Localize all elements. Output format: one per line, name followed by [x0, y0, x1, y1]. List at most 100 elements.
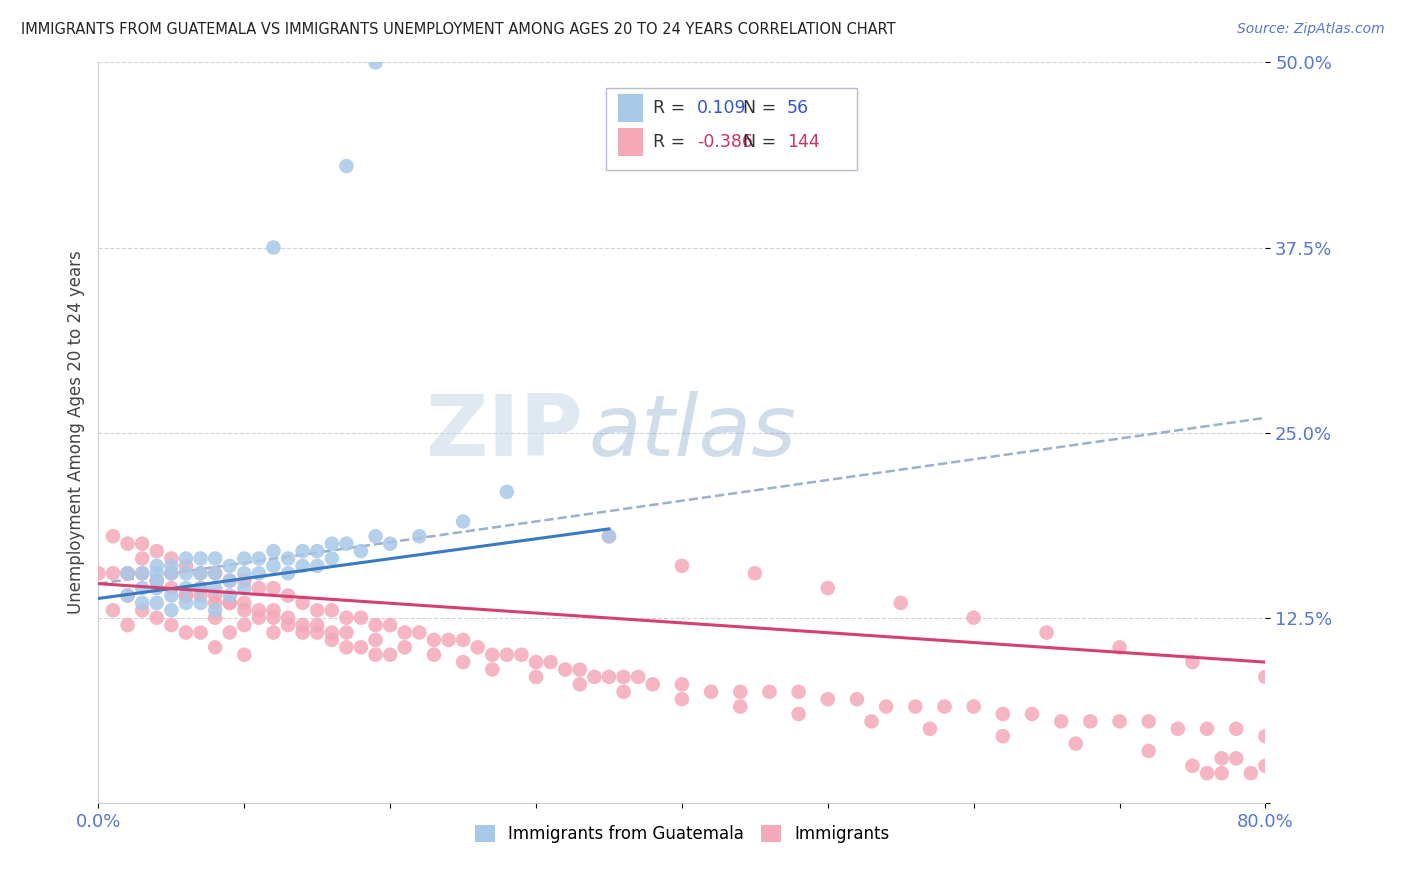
Point — [1195, 766, 1218, 780]
Point — [204, 566, 226, 581]
Point — [321, 632, 343, 647]
Point — [233, 648, 256, 662]
Point — [671, 558, 693, 573]
Point — [160, 566, 183, 581]
Point — [233, 596, 256, 610]
Point — [671, 677, 693, 691]
FancyBboxPatch shape — [617, 94, 644, 121]
Point — [1211, 766, 1233, 780]
Point — [380, 618, 402, 632]
Point — [247, 551, 270, 566]
Point — [247, 603, 270, 617]
Point — [262, 240, 284, 255]
Point — [583, 670, 606, 684]
Point — [101, 529, 124, 543]
Point — [408, 625, 430, 640]
Point — [87, 566, 110, 581]
Point — [117, 589, 139, 603]
Point — [846, 692, 869, 706]
Point — [117, 566, 139, 581]
Point — [160, 589, 183, 603]
Point — [218, 596, 240, 610]
Point — [451, 655, 474, 669]
Point — [962, 699, 984, 714]
Point — [101, 566, 124, 581]
Point — [233, 618, 256, 632]
Point — [174, 558, 197, 573]
Text: IMMIGRANTS FROM GUATEMALA VS IMMIGRANTS UNEMPLOYMENT AMONG AGES 20 TO 24 YEARS C: IMMIGRANTS FROM GUATEMALA VS IMMIGRANTS … — [21, 22, 896, 37]
Point — [467, 640, 489, 655]
Point — [744, 566, 766, 581]
Point — [204, 596, 226, 610]
Point — [380, 648, 402, 662]
FancyBboxPatch shape — [606, 88, 858, 169]
Point — [131, 566, 153, 581]
Point — [408, 529, 430, 543]
Point — [277, 610, 299, 624]
Point — [277, 551, 299, 566]
Point — [1195, 722, 1218, 736]
Text: -0.386: -0.386 — [697, 134, 754, 152]
Point — [146, 574, 169, 588]
Point — [262, 603, 284, 617]
Point — [174, 596, 197, 610]
Point — [307, 603, 329, 617]
Point — [247, 610, 270, 624]
Point — [540, 655, 562, 669]
Point — [160, 603, 183, 617]
Point — [875, 699, 897, 714]
Point — [117, 536, 139, 550]
Point — [524, 655, 547, 669]
Point — [277, 566, 299, 581]
Point — [335, 610, 357, 624]
Point — [174, 589, 197, 603]
Point — [146, 610, 169, 624]
Point — [568, 663, 591, 677]
Point — [1137, 714, 1160, 729]
Point — [568, 677, 591, 691]
Point — [174, 566, 197, 581]
Point — [174, 581, 197, 595]
Legend: Immigrants from Guatemala, Immigrants: Immigrants from Guatemala, Immigrants — [468, 819, 896, 850]
Point — [307, 625, 329, 640]
Point — [190, 566, 212, 581]
Point — [934, 699, 956, 714]
Text: 56: 56 — [787, 99, 808, 117]
Point — [218, 558, 240, 573]
Point — [1254, 670, 1277, 684]
Point — [335, 625, 357, 640]
Point — [350, 610, 373, 624]
Point — [190, 625, 212, 640]
Point — [700, 685, 723, 699]
Point — [627, 670, 650, 684]
Point — [787, 706, 810, 721]
Point — [1181, 758, 1204, 772]
Point — [904, 699, 927, 714]
Point — [247, 566, 270, 581]
Point — [671, 692, 693, 706]
Point — [423, 632, 446, 647]
Point — [496, 484, 519, 499]
Point — [190, 551, 212, 566]
Point — [204, 551, 226, 566]
Point — [612, 670, 634, 684]
Point — [262, 581, 284, 595]
Text: R =: R = — [652, 134, 685, 152]
Point — [335, 536, 357, 550]
Point — [117, 566, 139, 581]
Point — [262, 558, 284, 573]
Point — [962, 610, 984, 624]
Point — [350, 640, 373, 655]
Point — [730, 685, 752, 699]
Point — [890, 596, 912, 610]
Point — [991, 706, 1014, 721]
Point — [247, 581, 270, 595]
Point — [307, 544, 329, 558]
Point — [787, 685, 810, 699]
Point — [481, 648, 503, 662]
Point — [131, 596, 153, 610]
Point — [218, 589, 240, 603]
Point — [860, 714, 883, 729]
Point — [437, 632, 460, 647]
Point — [510, 648, 533, 662]
